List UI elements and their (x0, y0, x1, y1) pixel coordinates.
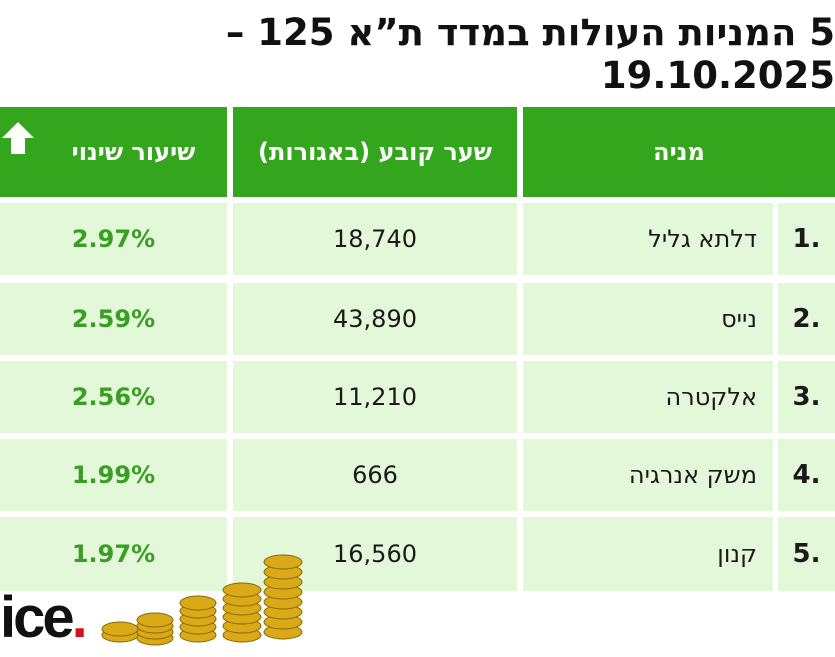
rank-cell: 4. (778, 439, 835, 511)
rank-cell: 3. (778, 361, 835, 433)
name-cell: נייס (523, 283, 773, 355)
logo-text: ice (0, 584, 75, 650)
rank-cell: 5. (778, 517, 835, 591)
rank-cell: 2. (778, 283, 835, 355)
coins (101, 554, 303, 646)
price-cell: 43,890 (233, 283, 517, 355)
change-cell: 1.97% (0, 517, 227, 591)
change-cell: 1.99% (0, 439, 227, 511)
arrow-icon (2, 122, 34, 154)
rank-cell: 1. (778, 203, 835, 275)
header-cell: שיעור שינוי (0, 107, 227, 197)
logo-dot: . (71, 584, 88, 650)
header-cell: מניה (523, 107, 835, 197)
name-cell: דלתא גליל (523, 203, 773, 275)
header-cell: שער קובע (באגורות) (233, 107, 517, 197)
price-cell: 666 (233, 439, 517, 511)
name-cell: אלקטרה (523, 361, 773, 433)
price-cell: 18,740 (233, 203, 517, 275)
change-cell: 2.56% (0, 361, 227, 433)
title: 5 המניות העולות במדד ת”א 125 – 19.10.202… (225, 11, 835, 97)
name-cell: קנון (523, 517, 773, 591)
price-cell: 11,210 (233, 361, 517, 433)
logo: ice. (0, 582, 88, 652)
change-cell: 2.59% (0, 283, 227, 355)
name-cell: משק אנרגיה (523, 439, 773, 511)
change-cell: 2.97% (0, 203, 227, 275)
